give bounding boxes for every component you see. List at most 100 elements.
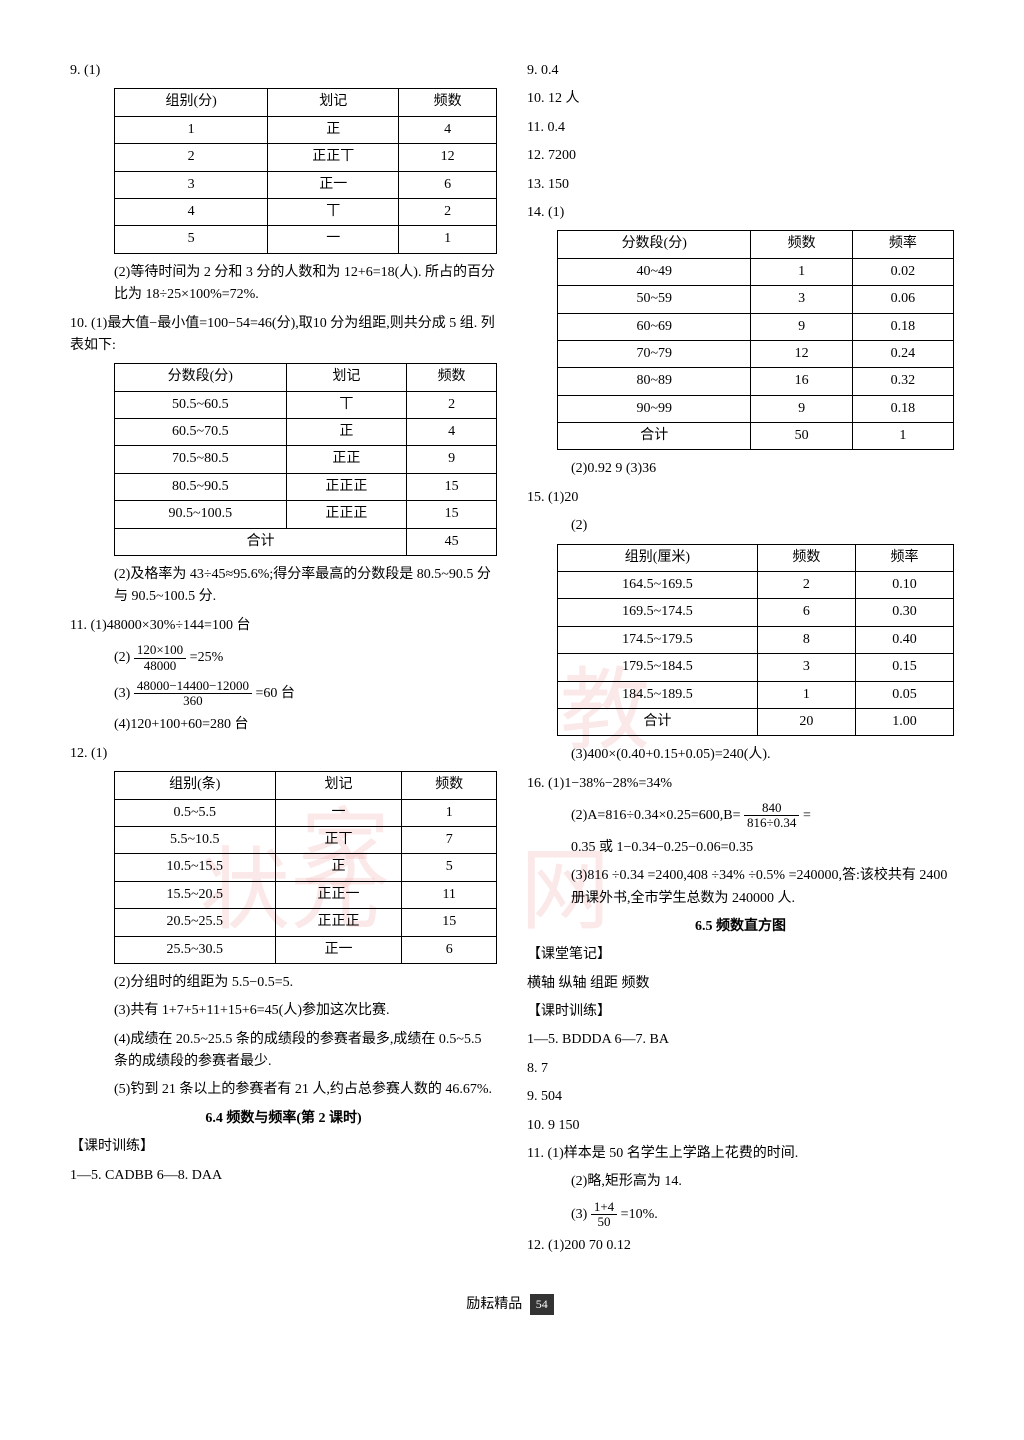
td: 50.5~60.5 xyxy=(115,391,287,418)
td: 16 xyxy=(751,368,852,395)
mc-answers: 1—5. CADBB 6—8. DAA xyxy=(70,1165,497,1187)
th: 划记 xyxy=(275,772,402,799)
a12: 12. 7200 xyxy=(527,145,954,167)
a9b: 9. 504 xyxy=(527,1086,954,1108)
td: 15 xyxy=(407,473,497,500)
td: 0.24 xyxy=(852,340,953,367)
td: 80~89 xyxy=(558,368,751,395)
a11: 11. 0.4 xyxy=(527,117,954,139)
section-6-4-title: 6.4 频数与频率(第 2 课时) xyxy=(70,1108,497,1130)
td: 1 xyxy=(852,423,953,450)
a11b-2: (2)略,矩形高为 14. xyxy=(527,1171,954,1193)
td: 0.02 xyxy=(852,258,953,285)
q11-part2: (2) 120×100 48000 =25% xyxy=(70,643,497,673)
td: 2 xyxy=(757,572,855,599)
td: 0.40 xyxy=(855,626,953,653)
td: 正正 xyxy=(286,446,407,473)
td: 2 xyxy=(399,198,497,225)
numerator: 840 xyxy=(744,801,799,816)
right-column: 9. 0.4 10. 12 人 11. 0.4 12. 7200 13. 150… xyxy=(527,60,954,1264)
q10-part2: (2)及格率为 43÷45≈95.6%;得分率最高的分数段是 80.5~90.5… xyxy=(70,564,497,609)
a15-part3: (3)400×(0.40+0.15+0.05)=240(人). xyxy=(527,744,954,766)
td: 45 xyxy=(407,528,497,555)
q12-part5: (5)钓到 21 条以上的参赛者有 21 人,约占总参赛人数的 46.67%. xyxy=(70,1079,497,1101)
td: 4 xyxy=(407,419,497,446)
training-heading-2: 【课时训练】 xyxy=(527,1001,954,1023)
td: 90.5~100.5 xyxy=(115,501,287,528)
q11-part4: (4)120+100+60=280 台 xyxy=(70,714,497,736)
th: 组别(分) xyxy=(115,89,268,116)
note-line: 横轴 纵轴 组距 频数 xyxy=(527,973,954,995)
td: 6 xyxy=(402,936,497,963)
td: 3 xyxy=(757,654,855,681)
page-columns: 9. (1) 组别(分) 划记 频数 1正4 2正正丅12 3正一6 4丅2 5… xyxy=(70,60,954,1264)
a14-part2: (2)0.92 9 (3)36 xyxy=(527,458,954,480)
td: 15 xyxy=(402,909,497,936)
td: 25.5~30.5 xyxy=(115,936,276,963)
training-heading: 【课时训练】 xyxy=(70,1136,497,1158)
td: 0.06 xyxy=(852,286,953,313)
td: 正 xyxy=(286,419,407,446)
a15-part1: 15. (1)20 xyxy=(527,487,954,509)
td: 50 xyxy=(751,423,852,450)
td: 正丅 xyxy=(275,826,402,853)
th: 频数 xyxy=(399,89,497,116)
q12-part1: 12. (1) xyxy=(70,743,497,765)
a10: 10. 12 人 xyxy=(527,88,954,110)
td: 11 xyxy=(402,881,497,908)
table-a14: 分数段(分) 频数 频率 40~4910.02 50~5930.06 60~69… xyxy=(557,230,954,450)
td: 0.18 xyxy=(852,395,953,422)
th: 组别(条) xyxy=(115,772,276,799)
td: 184.5~189.5 xyxy=(558,681,758,708)
td: 3 xyxy=(751,286,852,313)
td: 4 xyxy=(115,198,268,225)
td: 合计 xyxy=(558,423,751,450)
mc-answers-2: 1—5. BDDDA 6—7. BA xyxy=(527,1029,954,1051)
q9-part2: (2)等待时间为 2 分和 3 分的人数和为 12+6=18(人). 所占的百分… xyxy=(70,262,497,307)
td: 80.5~90.5 xyxy=(115,473,287,500)
td: 6 xyxy=(757,599,855,626)
a14: 14. (1) xyxy=(527,202,954,224)
td: 0.32 xyxy=(852,368,953,395)
fraction: 48000−14400−12000 360 xyxy=(134,679,252,709)
td: 70~79 xyxy=(558,340,751,367)
td: 0.30 xyxy=(855,599,953,626)
td: 2 xyxy=(407,391,497,418)
td: 5.5~10.5 xyxy=(115,826,276,853)
suffix: =60 台 xyxy=(256,686,295,701)
td: 丅 xyxy=(268,198,399,225)
q10-part1: 10. (1)最大值−最小值=100−54=46(分),取10 分为组距,则共分… xyxy=(70,313,497,358)
td: 1.00 xyxy=(855,708,953,735)
td: 正正正 xyxy=(286,473,407,500)
a12b: 12. (1)200 70 0.12 xyxy=(527,1235,954,1257)
a16-part3: (3)816 ÷0.34 =2400,408 ÷34% ÷0.5% =24000… xyxy=(527,865,954,910)
td: 9 xyxy=(751,395,852,422)
td: 50~59 xyxy=(558,286,751,313)
th: 分数段(分) xyxy=(558,231,751,258)
table-q9: 组别(分) 划记 频数 1正4 2正正丅12 3正一6 4丅2 5一1 xyxy=(114,88,497,253)
td: 179.5~184.5 xyxy=(558,654,758,681)
a13: 13. 150 xyxy=(527,174,954,196)
numerator: 120×100 xyxy=(134,643,186,658)
fraction: 840 816÷0.34 xyxy=(744,801,799,831)
prefix: (2)A=816÷0.34×0.25=600,B= xyxy=(571,808,741,823)
th: 频率 xyxy=(855,544,953,571)
numerator: 1+4 xyxy=(591,1200,617,1215)
th: 频数 xyxy=(402,772,497,799)
td: 1 xyxy=(115,116,268,143)
a11b-3: (3) 1+4 50 =10%. xyxy=(527,1200,954,1230)
td: 15.5~20.5 xyxy=(115,881,276,908)
td: 2 xyxy=(115,144,268,171)
td: 70.5~80.5 xyxy=(115,446,287,473)
td: 164.5~169.5 xyxy=(558,572,758,599)
numerator: 48000−14400−12000 xyxy=(134,679,252,694)
td: 6 xyxy=(399,171,497,198)
left-column: 9. (1) 组别(分) 划记 频数 1正4 2正正丅12 3正一6 4丅2 5… xyxy=(70,60,497,1264)
prefix: (2) xyxy=(114,650,130,665)
td: 正正正 xyxy=(275,909,402,936)
suffix: = xyxy=(803,808,811,823)
td: 169.5~174.5 xyxy=(558,599,758,626)
td: 90~99 xyxy=(558,395,751,422)
fraction: 120×100 48000 xyxy=(134,643,186,673)
td: 10.5~15.5 xyxy=(115,854,276,881)
